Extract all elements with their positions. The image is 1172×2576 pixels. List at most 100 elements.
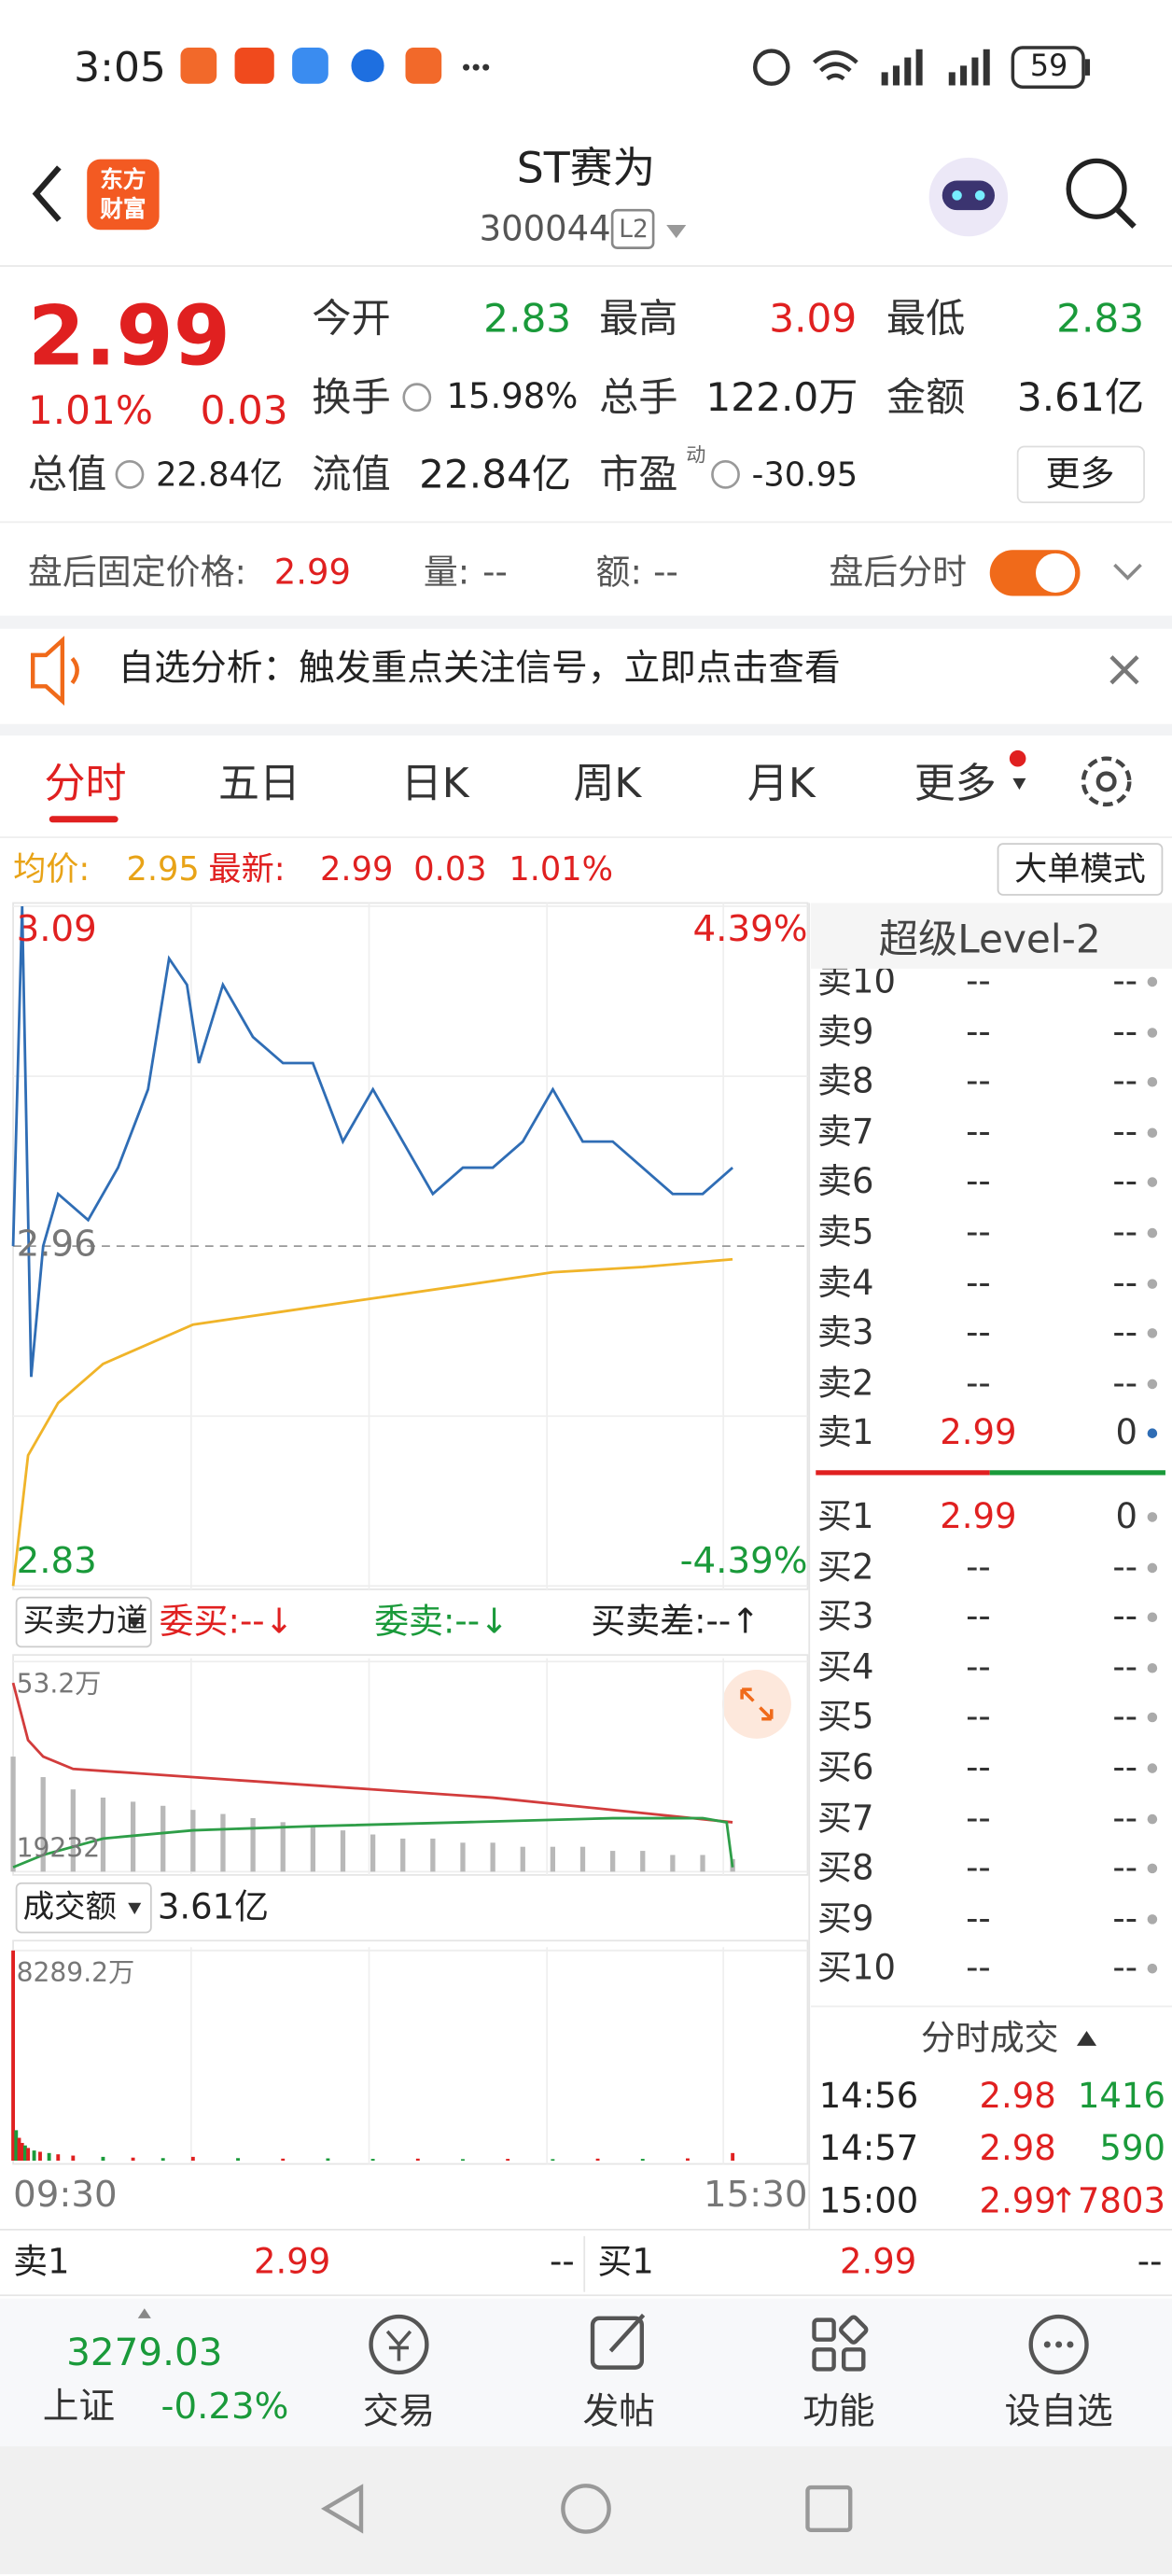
bar [56,2154,61,2161]
indicator-name[interactable]: 买卖力道 [22,1603,148,1640]
field-value: 3.61亿 [1016,374,1145,421]
nav-label[interactable]: 设自选 [1004,2392,1113,2433]
app-icon [292,48,328,84]
app-icon [234,48,274,84]
field-label: 总值 [27,451,107,498]
battery-tip [1084,59,1091,76]
search-button[interactable] [1066,158,1127,219]
info-icon [115,459,145,489]
search-handle [1115,207,1137,229]
book-level: 买10 [817,1948,897,1989]
series-line [11,1257,733,1587]
app-icon [405,48,442,84]
post-icon[interactable] [590,2316,645,2370]
tab[interactable]: 更多 [914,759,997,807]
nav-label[interactable]: 交易 [362,2392,436,2433]
index-name: 上证 [42,2387,116,2429]
avg-value: 2.95 [126,848,200,889]
toggle-label: 盘后分时 [829,552,968,593]
system-recents[interactable] [805,2485,853,2532]
nav-label[interactable]: 功能 [802,2392,875,2433]
order-book: 卖10 -- -- 卖9 -- -- 卖8 -- -- 卖7 -- -- 卖6 -- -- 卖5 -- -- 卖4-… [811,969,1172,2007]
index-value[interactable]: 3279.03 [66,2331,223,2375]
index-caret[interactable] [137,2308,151,2318]
toggle-knob [1035,553,1076,594]
more-dots [463,63,490,71]
big-order-button[interactable] [997,843,1164,896]
post-pencil [608,2313,646,2353]
expand-button[interactable] [722,1670,791,1739]
book-volume: -- [1112,1547,1138,1587]
book-level: 卖7 [817,1112,874,1152]
field-value: 2.83 [483,295,572,342]
close-notice[interactable] [1109,655,1139,685]
book-volume: -- [1112,1798,1138,1838]
book-price: -- [966,1011,991,1051]
book-dot [1147,1227,1158,1239]
y-tick-label: 19232 [16,1832,101,1864]
level2-header [810,903,1172,969]
collapse-caret[interactable] [1076,2031,1097,2046]
book-price: -- [966,1697,991,1737]
nav-label[interactable]: 发帖 [582,2392,655,2433]
field-label: 总手 [599,374,678,421]
trade-time: 15:00 [818,2180,919,2221]
amount-value: -- [653,552,678,593]
book-dot [1147,1127,1158,1138]
badge-frame [610,208,655,249]
book-level: 买8 [817,1848,874,1888]
tab[interactable]: 月K [746,759,816,807]
book-dot [1147,1512,1158,1522]
section-gap [0,615,1172,629]
bar [236,2158,240,2161]
book-volume: -- [1112,1747,1138,1787]
notice-text[interactable]: 自选分析：触发重点关注信号，立即点击查看 [118,648,841,690]
tab[interactable]: 周K [573,759,642,807]
level-badge: L2 [619,214,649,245]
book-volume: -- [1112,1646,1138,1687]
after-hours-price: 2.99 [273,552,352,593]
watchlist-icon[interactable] [1028,2314,1089,2375]
mode-label[interactable]: 大单模式 [1014,848,1146,889]
system-back[interactable] [320,2484,364,2534]
alarm-icon [752,49,790,86]
book-level: 买3 [817,1597,874,1637]
system-home[interactable] [561,2484,611,2534]
indicator-select[interactable] [15,1596,152,1648]
indicator-name[interactable]: 成交额 [22,1888,117,1925]
bar [520,1846,525,1872]
book-level: 卖3 [817,1312,874,1352]
book-price: 2.99 [940,1496,1017,1536]
more-button[interactable] [1016,445,1145,504]
field-label: 最高 [599,295,678,342]
bar [32,2150,36,2161]
tab[interactable]: 五日 [217,759,300,807]
trade-time: 14:56 [818,2076,919,2116]
bar [400,1838,406,1872]
index-change: -0.23% [160,2387,289,2429]
book-volume: -- [1112,1697,1138,1737]
back-button[interactable] [32,165,62,222]
indicator-select[interactable] [15,1882,152,1934]
book-volume: -- [1112,1162,1138,1202]
quote-volume: -- [550,2242,575,2282]
settings-button[interactable] [1081,756,1132,807]
bar [281,2158,286,2161]
bar [250,1817,256,1872]
expand-chevron[interactable] [1113,563,1142,581]
level2-title: 超级Level-2 [878,916,1101,962]
book-level: 卖5 [817,1212,874,1253]
book-volume: -- [1112,1262,1138,1303]
book-price: -- [966,1162,991,1202]
latest-percent: 1.01% [509,848,614,889]
y-tick-label: 3.09 [16,909,97,951]
latest-value: 2.99 [320,848,394,889]
trade-icon[interactable] [369,2314,429,2375]
trade-price: 2.98 [979,2076,1056,2116]
after-hours-label: 盘后固定价格: [27,552,247,593]
more-label[interactable]: 更多 [1045,454,1115,494]
book-price: -- [966,1312,991,1352]
tab[interactable]: 分时 [44,759,127,807]
function-icon[interactable] [812,2315,869,2372]
tab[interactable]: 日K [400,759,469,807]
